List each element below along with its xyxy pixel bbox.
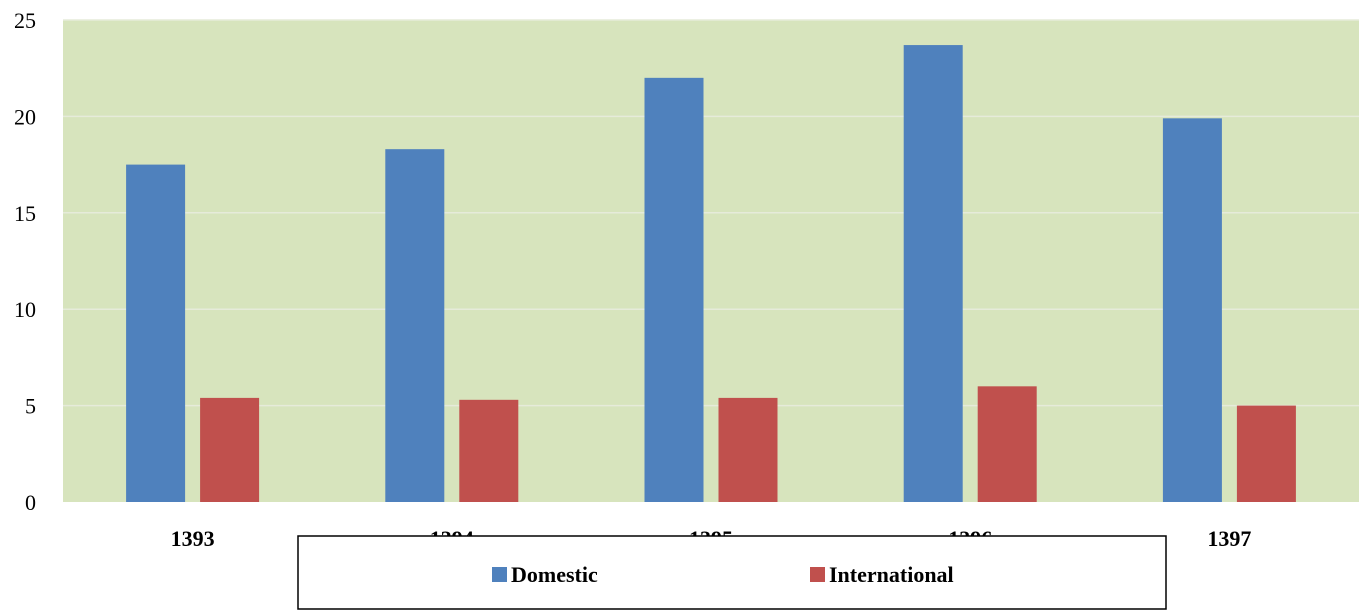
bars	[126, 45, 1296, 503]
y-axis-tick-labels: 0 5 10 15 20 25	[14, 8, 36, 515]
bar-domestic-1395	[644, 77, 704, 502]
bar-domestic-1397	[1162, 118, 1222, 502]
bar-international-1394	[459, 399, 519, 502]
bar-international-1393	[200, 397, 260, 502]
legend-box	[297, 535, 1167, 610]
x-tick-label: 1397	[1207, 526, 1251, 551]
legend-swatch-domestic	[492, 567, 507, 582]
y-tick-label: 0	[25, 490, 36, 515]
bar-international-1397	[1236, 405, 1296, 502]
legend: Domestic International	[297, 535, 1167, 610]
plot-area	[63, 20, 1359, 502]
bar-international-1395	[718, 397, 778, 502]
bar-domestic-1396	[903, 45, 963, 503]
bar-domestic-1394	[385, 149, 445, 502]
legend-label-domestic: Domestic	[511, 562, 598, 587]
y-tick-label: 20	[14, 104, 36, 129]
y-tick-label: 15	[14, 201, 36, 226]
gridlines	[63, 19, 1359, 407]
x-tick-label: 1393	[171, 526, 215, 551]
y-tick-label: 5	[25, 394, 36, 419]
bar-international-1396	[977, 386, 1037, 502]
bar-domestic-1393	[126, 164, 186, 502]
legend-swatch-international	[810, 567, 825, 582]
y-tick-label: 25	[14, 8, 36, 33]
legend-label-international: International	[829, 562, 954, 587]
y-tick-label: 10	[14, 297, 36, 322]
